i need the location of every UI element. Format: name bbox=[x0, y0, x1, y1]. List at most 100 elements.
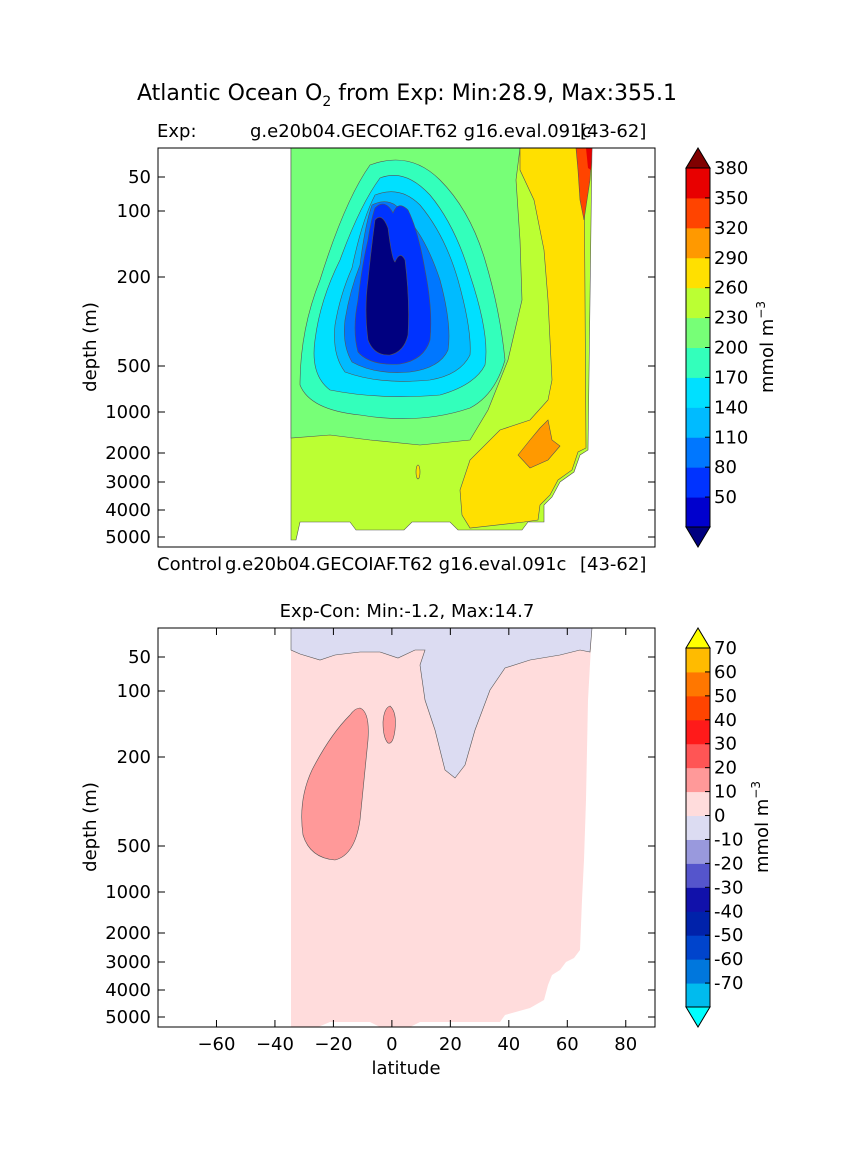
bottom-region-neg bbox=[290, 628, 593, 779]
colorbar-tick-label: -40 bbox=[714, 901, 743, 922]
y-tick-label: 200 bbox=[117, 747, 151, 768]
colorbar-segment bbox=[686, 227, 710, 259]
colorbar-tick-label: 110 bbox=[714, 427, 748, 448]
colorbar-segment bbox=[686, 257, 710, 289]
top-y-label: depth (m) bbox=[80, 302, 101, 392]
colorbar-segment bbox=[686, 983, 710, 1008]
colorbar-segment bbox=[686, 815, 710, 840]
y-tick-label: 5000 bbox=[105, 1007, 151, 1028]
colorbar-tick-label: -10 bbox=[714, 829, 743, 850]
x-tick-label: −60 bbox=[197, 1034, 235, 1055]
figure-title: Atlantic Ocean O2 from Exp: Min:28.9, Ma… bbox=[137, 81, 677, 110]
top-colorbar: 50 80 110 140 170 200 230 260 290 320 350 380 mmol … bbox=[685, 147, 778, 548]
colorbar-tick-label: 70 bbox=[714, 638, 737, 659]
colorbar-tick-label: 0 bbox=[714, 806, 725, 827]
colorbar-tick-label: -20 bbox=[714, 853, 743, 874]
bottom-colorbar-label: mmol m−3 bbox=[749, 781, 773, 873]
colorbar-segment bbox=[686, 671, 710, 697]
colorbar-segment bbox=[686, 347, 710, 378]
colorbar-tick-label: 50 bbox=[714, 487, 737, 508]
x-tick-label: 40 bbox=[497, 1034, 520, 1055]
top-region-min bbox=[365, 217, 409, 356]
top-title-center: g.e20b04.GECOIAF.T62 g16.eval.091c bbox=[250, 121, 591, 142]
colorbar-segment bbox=[686, 467, 710, 498]
bottom-region-10-20 bbox=[301, 707, 369, 861]
colorbar-segment bbox=[686, 317, 710, 348]
y-tick-label: 500 bbox=[117, 356, 151, 377]
bottom-header-right: [43-62] bbox=[580, 554, 646, 575]
colorbar-tick-label: 200 bbox=[714, 338, 748, 359]
colorbar-segment bbox=[686, 407, 710, 438]
top-region-350 bbox=[586, 148, 592, 170]
colorbar-tick-label: 140 bbox=[714, 397, 748, 418]
bottom-y-ticks: 50 100 200 500 1000 2000 3000 4000 5000 bbox=[105, 647, 655, 1028]
colorbar-tick-label: -60 bbox=[714, 949, 743, 970]
colorbar-segment bbox=[686, 377, 710, 408]
colorbar-tick-label: 260 bbox=[714, 278, 748, 299]
y-tick-label: 200 bbox=[117, 267, 151, 288]
x-tick-label: 60 bbox=[556, 1034, 579, 1055]
top-y-ticks: 50 100 200 500 1000 2000 3000 4000 5000 bbox=[105, 167, 655, 548]
x-tick-label: 0 bbox=[386, 1034, 397, 1055]
colorbar-segment bbox=[686, 791, 710, 817]
y-tick-label: 50 bbox=[128, 647, 151, 668]
colorbar-tick-label: 30 bbox=[714, 734, 737, 755]
top-plot: 50 100 200 500 1000 2000 3000 4000 5000 depth (m… bbox=[80, 147, 656, 548]
x-tick-label: −40 bbox=[256, 1034, 294, 1055]
colorbar-tick-label: 350 bbox=[714, 188, 748, 209]
top-spot bbox=[415, 464, 421, 480]
colorbar-tick-label: -30 bbox=[714, 877, 743, 898]
colorbar-frame bbox=[685, 647, 711, 1008]
bottom-contour-field bbox=[290, 628, 593, 1027]
top-title-left: Exp: bbox=[157, 121, 197, 142]
y-tick-label: 50 bbox=[128, 167, 151, 188]
y-tick-label: 100 bbox=[117, 681, 151, 702]
top-region-260 bbox=[459, 148, 587, 529]
bottom-y-label: depth (m) bbox=[80, 782, 101, 872]
colorbar-segment bbox=[686, 719, 710, 745]
y-tick-label: 1000 bbox=[105, 882, 151, 903]
colorbar-segment bbox=[686, 743, 710, 769]
top-colorbar-label: mmol m−3 bbox=[754, 301, 778, 393]
y-tick-label: 2000 bbox=[105, 923, 151, 944]
colorbar-segment bbox=[686, 197, 710, 229]
colorbar-segment bbox=[686, 648, 710, 673]
colorbar-segment bbox=[686, 935, 710, 960]
colorbar-segment bbox=[686, 437, 710, 468]
bottom-colorbar: -70 -60 -50 -40 -30 -20 -100 10 20 30 40 50 60 70 mmo… bbox=[685, 627, 773, 1028]
bottom-x-ticks: −60 −40 −20 0 20 40 60 80 bbox=[197, 628, 637, 1055]
colorbar-tick-label: -50 bbox=[714, 925, 743, 946]
x-tick-label: 80 bbox=[614, 1034, 637, 1055]
x-tick-label: 20 bbox=[439, 1034, 462, 1055]
colorbar-extend-max bbox=[685, 147, 711, 169]
top-region-290 bbox=[517, 419, 561, 469]
bottom-title: Exp-Con: Min:-1.2, Max:14.7 bbox=[280, 601, 535, 622]
colorbar-tick-label: 290 bbox=[714, 248, 748, 269]
y-tick-label: 5000 bbox=[105, 527, 151, 548]
y-tick-label: 4000 bbox=[105, 980, 151, 1001]
y-tick-label: 500 bbox=[117, 836, 151, 857]
colorbar-segment bbox=[686, 287, 710, 319]
colorbar-segment bbox=[686, 863, 710, 888]
colorbar-extend-min bbox=[685, 1006, 711, 1028]
bottom-header-center: g.e20b04.GECOIAF.T62 g16.eval.091c bbox=[225, 554, 566, 575]
colorbar-tick-label: 380 bbox=[714, 158, 748, 179]
colorbar-segment bbox=[686, 887, 710, 912]
bottom-header-left: Control bbox=[157, 554, 222, 575]
colorbar-extend-min bbox=[685, 526, 711, 548]
top-title-right: [43-62] bbox=[580, 121, 646, 142]
colorbar-segment bbox=[686, 911, 710, 936]
colorbar-segment bbox=[686, 839, 710, 864]
x-tick-label: −20 bbox=[314, 1034, 352, 1055]
colorbar-tick-label: 230 bbox=[714, 308, 748, 329]
y-tick-label: 100 bbox=[117, 201, 151, 222]
colorbar-segment bbox=[686, 168, 710, 199]
colorbar-segment bbox=[686, 497, 710, 528]
bottom-axes-frame bbox=[157, 627, 656, 1028]
colorbar-tick-label: 170 bbox=[714, 367, 748, 388]
colorbar-segment bbox=[686, 695, 710, 721]
colorbar-tick-label: 60 bbox=[714, 662, 737, 683]
top-axes-frame bbox=[157, 147, 656, 548]
